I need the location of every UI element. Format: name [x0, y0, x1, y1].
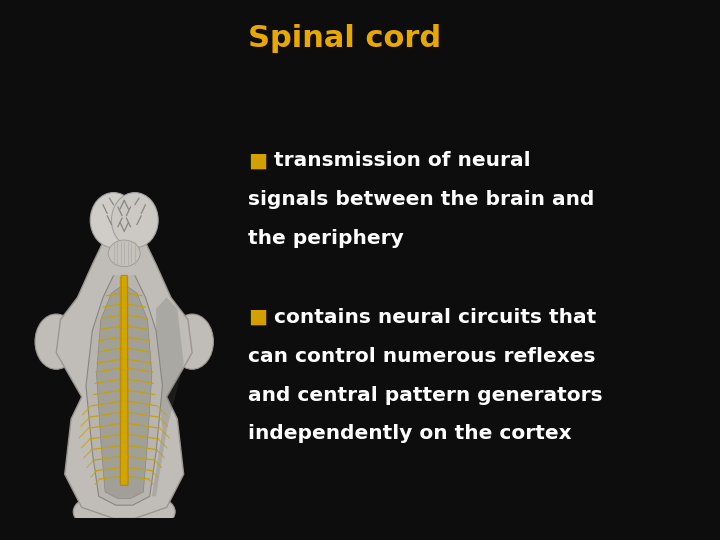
Ellipse shape	[112, 193, 158, 248]
Polygon shape	[120, 381, 128, 390]
Text: transmission of neural: transmission of neural	[274, 151, 530, 170]
Ellipse shape	[171, 314, 213, 369]
Polygon shape	[120, 298, 128, 308]
Text: independently on the cortex: independently on the cortex	[248, 424, 572, 443]
Ellipse shape	[90, 193, 137, 248]
Polygon shape	[152, 298, 184, 496]
Polygon shape	[120, 411, 128, 421]
Polygon shape	[120, 287, 128, 297]
Ellipse shape	[73, 496, 120, 527]
Polygon shape	[120, 474, 128, 483]
Polygon shape	[120, 463, 128, 473]
Text: the periphery: the periphery	[248, 229, 404, 248]
Ellipse shape	[128, 496, 175, 527]
Polygon shape	[86, 269, 163, 505]
Ellipse shape	[108, 240, 140, 267]
Polygon shape	[120, 401, 128, 411]
Polygon shape	[120, 433, 128, 442]
Text: ■: ■	[248, 308, 267, 327]
Polygon shape	[120, 422, 128, 432]
Polygon shape	[120, 275, 128, 485]
Text: contains neural circuits that: contains neural circuits that	[274, 308, 596, 327]
Polygon shape	[120, 319, 128, 328]
Text: can control numerous reflexes: can control numerous reflexes	[248, 347, 596, 366]
Polygon shape	[56, 227, 192, 518]
Polygon shape	[120, 453, 128, 463]
Text: signals between the brain and: signals between the brain and	[248, 190, 595, 209]
Polygon shape	[120, 349, 128, 359]
Polygon shape	[120, 339, 128, 349]
Ellipse shape	[35, 314, 78, 369]
Polygon shape	[96, 284, 152, 498]
Polygon shape	[120, 329, 128, 339]
Text: Spinal cord: Spinal cord	[248, 24, 441, 53]
Polygon shape	[120, 308, 128, 318]
Polygon shape	[120, 391, 128, 401]
Polygon shape	[120, 443, 128, 453]
Polygon shape	[120, 360, 128, 370]
Polygon shape	[109, 258, 139, 275]
Text: and central pattern generators: and central pattern generators	[248, 386, 603, 404]
Polygon shape	[120, 277, 128, 287]
Text: ■: ■	[248, 151, 267, 170]
Polygon shape	[120, 370, 128, 380]
